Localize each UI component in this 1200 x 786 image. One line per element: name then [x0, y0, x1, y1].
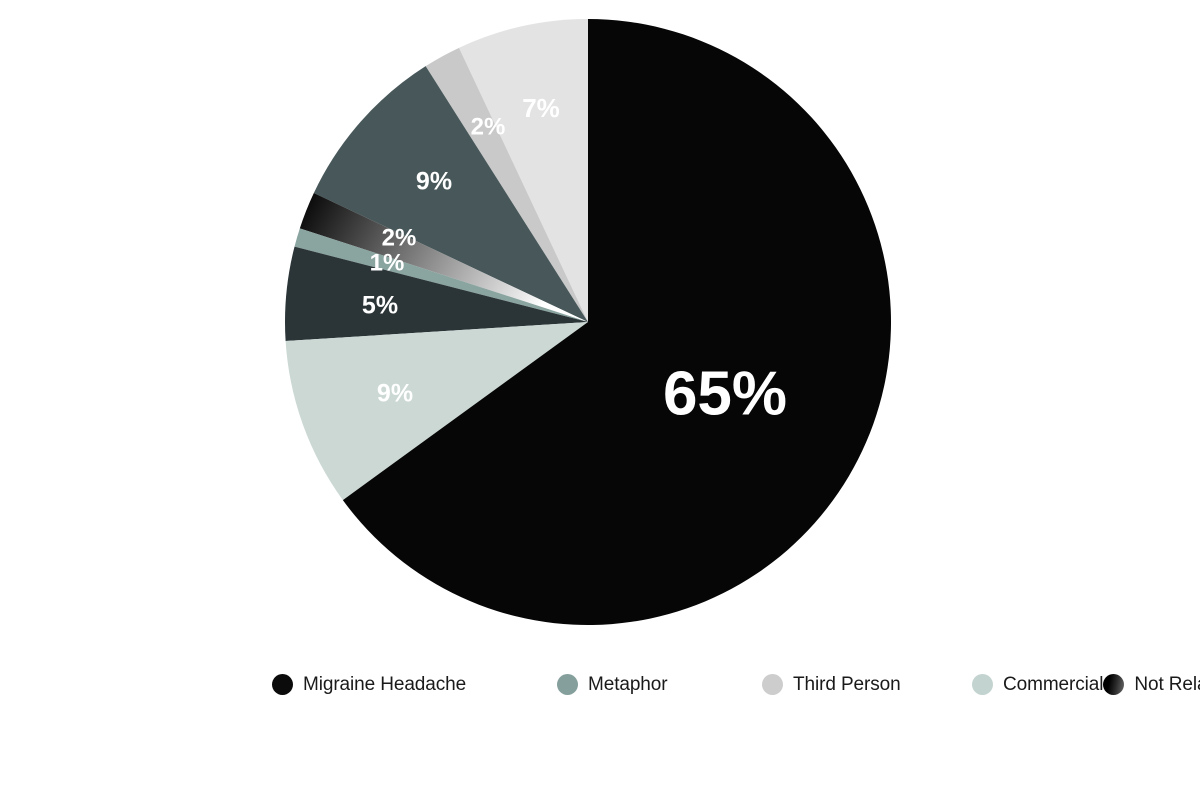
legend-item-label: Migraine Headache	[303, 674, 467, 695]
legend-item-commercial[interactable]: Commercial	[972, 672, 1103, 697]
pie-slice-inconclusive[interactable]	[285, 246, 588, 342]
pie-slice-metaphor[interactable]	[294, 228, 588, 322]
pie-slice-migraine-headache[interactable]	[342, 19, 892, 625]
slice-value-label: 5%	[362, 292, 398, 320]
slice-value-label: 9%	[416, 168, 452, 196]
legend-item-third-person[interactable]: Third Person	[762, 672, 972, 697]
legend-swatch-icon	[557, 674, 578, 695]
pie-slice-re-tweet[interactable]	[313, 66, 588, 322]
pie-slice-third-person[interactable]	[425, 47, 588, 323]
slice-value-label: 65%	[663, 359, 787, 428]
pie-slice-discussion[interactable]	[458, 19, 588, 322]
legend-item-migraine-headache[interactable]: Migraine Headache	[272, 672, 557, 697]
pie-slice-commercial[interactable]	[285, 322, 588, 501]
slice-value-label: 1%	[370, 249, 405, 276]
legend-swatch-icon	[1103, 674, 1125, 695]
legend-item-label: Commercial	[1003, 674, 1104, 695]
pie-slices	[285, 19, 892, 625]
slice-value-label: 9%	[377, 380, 413, 408]
legend-swatch-icon	[762, 674, 783, 695]
slice-value-label: 7%	[522, 93, 560, 123]
legend-item-label: Not Related	[1134, 674, 1200, 695]
chart-legend: Migraine Headache Metaphor Third Person Com…	[272, 672, 1200, 772]
pie-plot-area: 7% 2% 9% 2% 1% 5% 9% 65%	[285, 19, 892, 625]
legend-item-not-related[interactable]: Not Related	[1103, 672, 1200, 697]
slice-value-label: 2%	[471, 113, 506, 140]
legend-swatch-icon	[272, 674, 293, 695]
legend-swatch-icon	[972, 674, 993, 695]
legend-item-label: Third Person	[793, 674, 901, 695]
legend-item-label: Metaphor	[588, 674, 668, 695]
legend-item-metaphor[interactable]: Metaphor	[557, 672, 762, 697]
pie-slice-not-related[interactable]	[299, 192, 588, 322]
slice-value-label: 2%	[382, 224, 417, 251]
pie-slice-labels: 7%2%9%2%1%5%9% 65%	[362, 93, 787, 429]
pie-svg: 7%2%9%2%1%5%9% 65%	[285, 19, 892, 625]
